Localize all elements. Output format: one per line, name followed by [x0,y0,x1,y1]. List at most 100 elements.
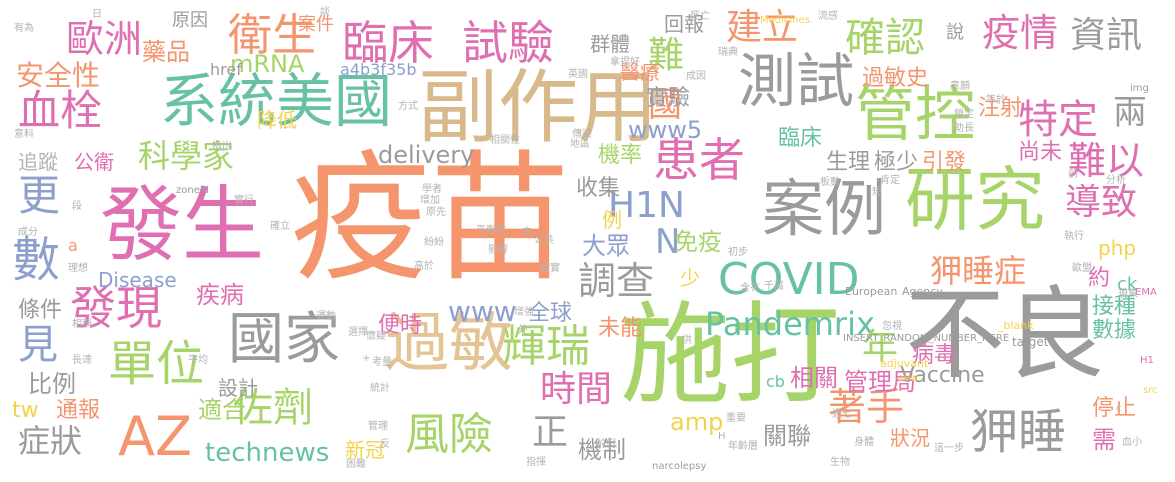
word: 意料 [14,129,34,140]
word: 過敏 [385,307,513,381]
word: php [1098,236,1137,260]
word: 管控 [855,80,975,150]
word: avw [898,373,919,384]
word: 血栓 [18,86,103,135]
word: www [448,295,517,328]
word: 極少 [874,150,919,175]
word: 英國 [568,69,588,80]
word: 流感 [818,11,838,22]
word: 初步 [728,247,748,258]
word: H1N [608,185,685,226]
word: src [1143,385,1158,396]
word: 回報 [664,12,704,36]
word: 特定 [1018,97,1098,143]
word: 瑞典 [718,47,738,58]
word: Vaccine [900,363,985,388]
word: 群體 [590,32,630,56]
word: ck [1117,274,1138,295]
word: 條件 [18,298,63,323]
word: 數據 [1092,318,1137,343]
word: 忽視 [882,321,902,332]
word: 正 [532,412,569,453]
word: cb [766,372,785,391]
word: 臨床 [778,126,823,151]
word: 全球 [528,301,573,326]
word: 外 [518,325,528,336]
word: Agency [902,285,943,298]
word: 約 [1088,266,1111,291]
word: 症狀 [18,422,83,460]
word: 長達 [72,355,92,366]
word: + [362,353,371,364]
word: 懷疑 [366,331,386,342]
word: 少 [680,266,700,290]
word: 歐洲 [66,17,143,61]
word: 短 [872,187,882,198]
word: 等於 [986,95,1006,106]
word: 千萬 [764,281,784,292]
word: 平均 [188,355,208,366]
word: 追蹤 [18,150,58,174]
word: 安全性 [16,59,101,92]
word: INSERT_RANDOM_NUMBER_HERE [843,333,1010,344]
word: H1 [1140,355,1154,366]
word: 停止 [1092,396,1137,421]
word: 公共 [534,235,554,246]
word: narcolepsy [652,461,707,472]
word: 確認 [845,15,925,61]
word: 發生 [100,178,265,273]
word: 肯定 [880,175,900,186]
word: 尚未 [1018,140,1063,165]
word: 含有 [740,283,760,294]
word: 測試 [738,47,855,115]
word: 狎睡 [970,404,1067,460]
word: 實行 [234,195,254,206]
word: 前例 [596,439,616,450]
word: 注射 [978,96,1023,121]
word: 降低 [257,108,297,132]
word: 成分 [18,227,38,238]
word: 鎖定 [954,109,974,120]
word: img [1130,83,1149,94]
word: 影響 [488,245,508,256]
word: 單位 [108,336,205,392]
word: 分析 [1106,175,1126,186]
word: 機制 [578,436,626,464]
word: 身體 [854,437,874,448]
word: 著手 [828,385,905,429]
word: 生物 [830,457,850,468]
word: target [1012,335,1049,349]
word: 狎睡症 [930,252,1027,290]
word: COVID [718,254,860,305]
word: 新冠 [345,438,385,462]
word: 段 [72,201,82,212]
word: 公衛 [74,150,114,174]
word: 免疫 [674,228,722,256]
word: 紛紛 [424,237,444,248]
word: 數 [12,232,61,288]
word: amp [670,408,724,436]
word: 年齡層 [728,441,758,452]
word: 說 [946,22,964,43]
word: 運動 [316,311,336,322]
word: 有為 [14,23,34,34]
word: 疾病 [196,281,244,309]
word: 執行 [1064,231,1084,242]
word: 證實 [540,263,560,274]
word: 施打 [620,291,840,419]
word: 需 [1092,426,1116,454]
word: 國 [648,85,682,125]
word: Medicines [760,15,810,26]
word: 談 [320,7,330,18]
word: 時間 [540,369,613,410]
word: 研究 [905,159,1045,241]
word: 狀況 [890,426,930,450]
word: 案件 [298,14,334,35]
word: 增強 [514,307,534,318]
word: 輝瑞 [502,321,590,372]
word: 見 [18,322,58,368]
word: 反 [380,439,390,450]
word: 重要 [726,413,746,424]
word: 發現 [70,281,162,335]
